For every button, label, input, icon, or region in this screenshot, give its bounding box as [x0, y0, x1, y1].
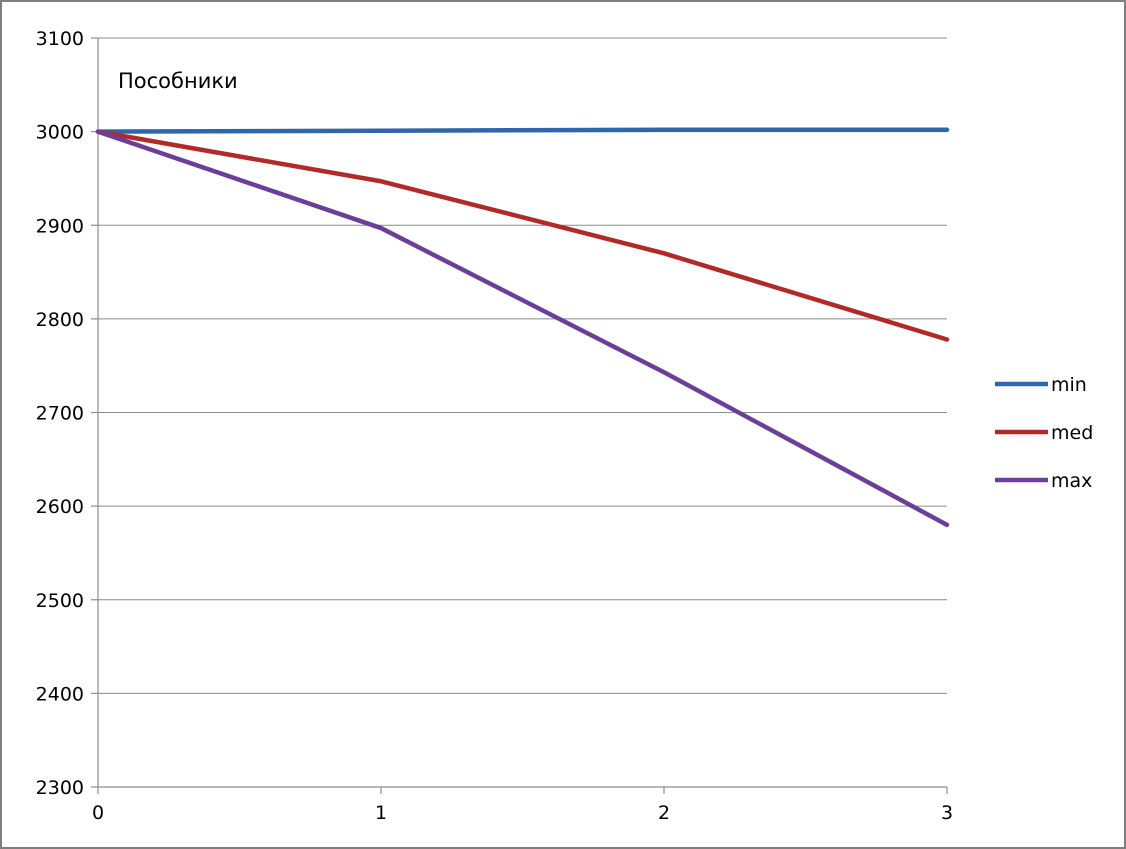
- axes: 3100 3000 2900 2800 2700 2600 2500 2400 2300 0 1 2 3: [36, 28, 953, 824]
- y-tick-label: 2800: [36, 309, 84, 331]
- series-line-min: [95, 127, 950, 134]
- y-tick-label: 2600: [36, 496, 84, 518]
- x-tick-label: 1: [375, 802, 387, 824]
- legend-label-min: min: [1051, 374, 1087, 396]
- y-tick-label: 2300: [36, 777, 84, 799]
- series-line-max: [95, 129, 950, 528]
- y-tick-label: 2700: [36, 403, 84, 425]
- x-tick-label: 3: [941, 802, 953, 824]
- x-tick-label: 2: [658, 802, 670, 824]
- legend-label-med: med: [1051, 422, 1093, 444]
- series-line-med: [95, 129, 950, 342]
- y-tick-label: 2500: [36, 590, 84, 612]
- y-tick-label: 2400: [36, 683, 84, 705]
- x-tick-label: 0: [92, 802, 104, 824]
- legend: min med max: [995, 374, 1093, 492]
- series-lines: [95, 127, 950, 528]
- y-tick-label: 3000: [36, 122, 84, 144]
- y-tick-label: 2900: [36, 215, 84, 237]
- chart-title: Пособники: [118, 69, 238, 93]
- y-tick-label: 3100: [36, 28, 84, 50]
- legend-label-max: max: [1051, 470, 1092, 492]
